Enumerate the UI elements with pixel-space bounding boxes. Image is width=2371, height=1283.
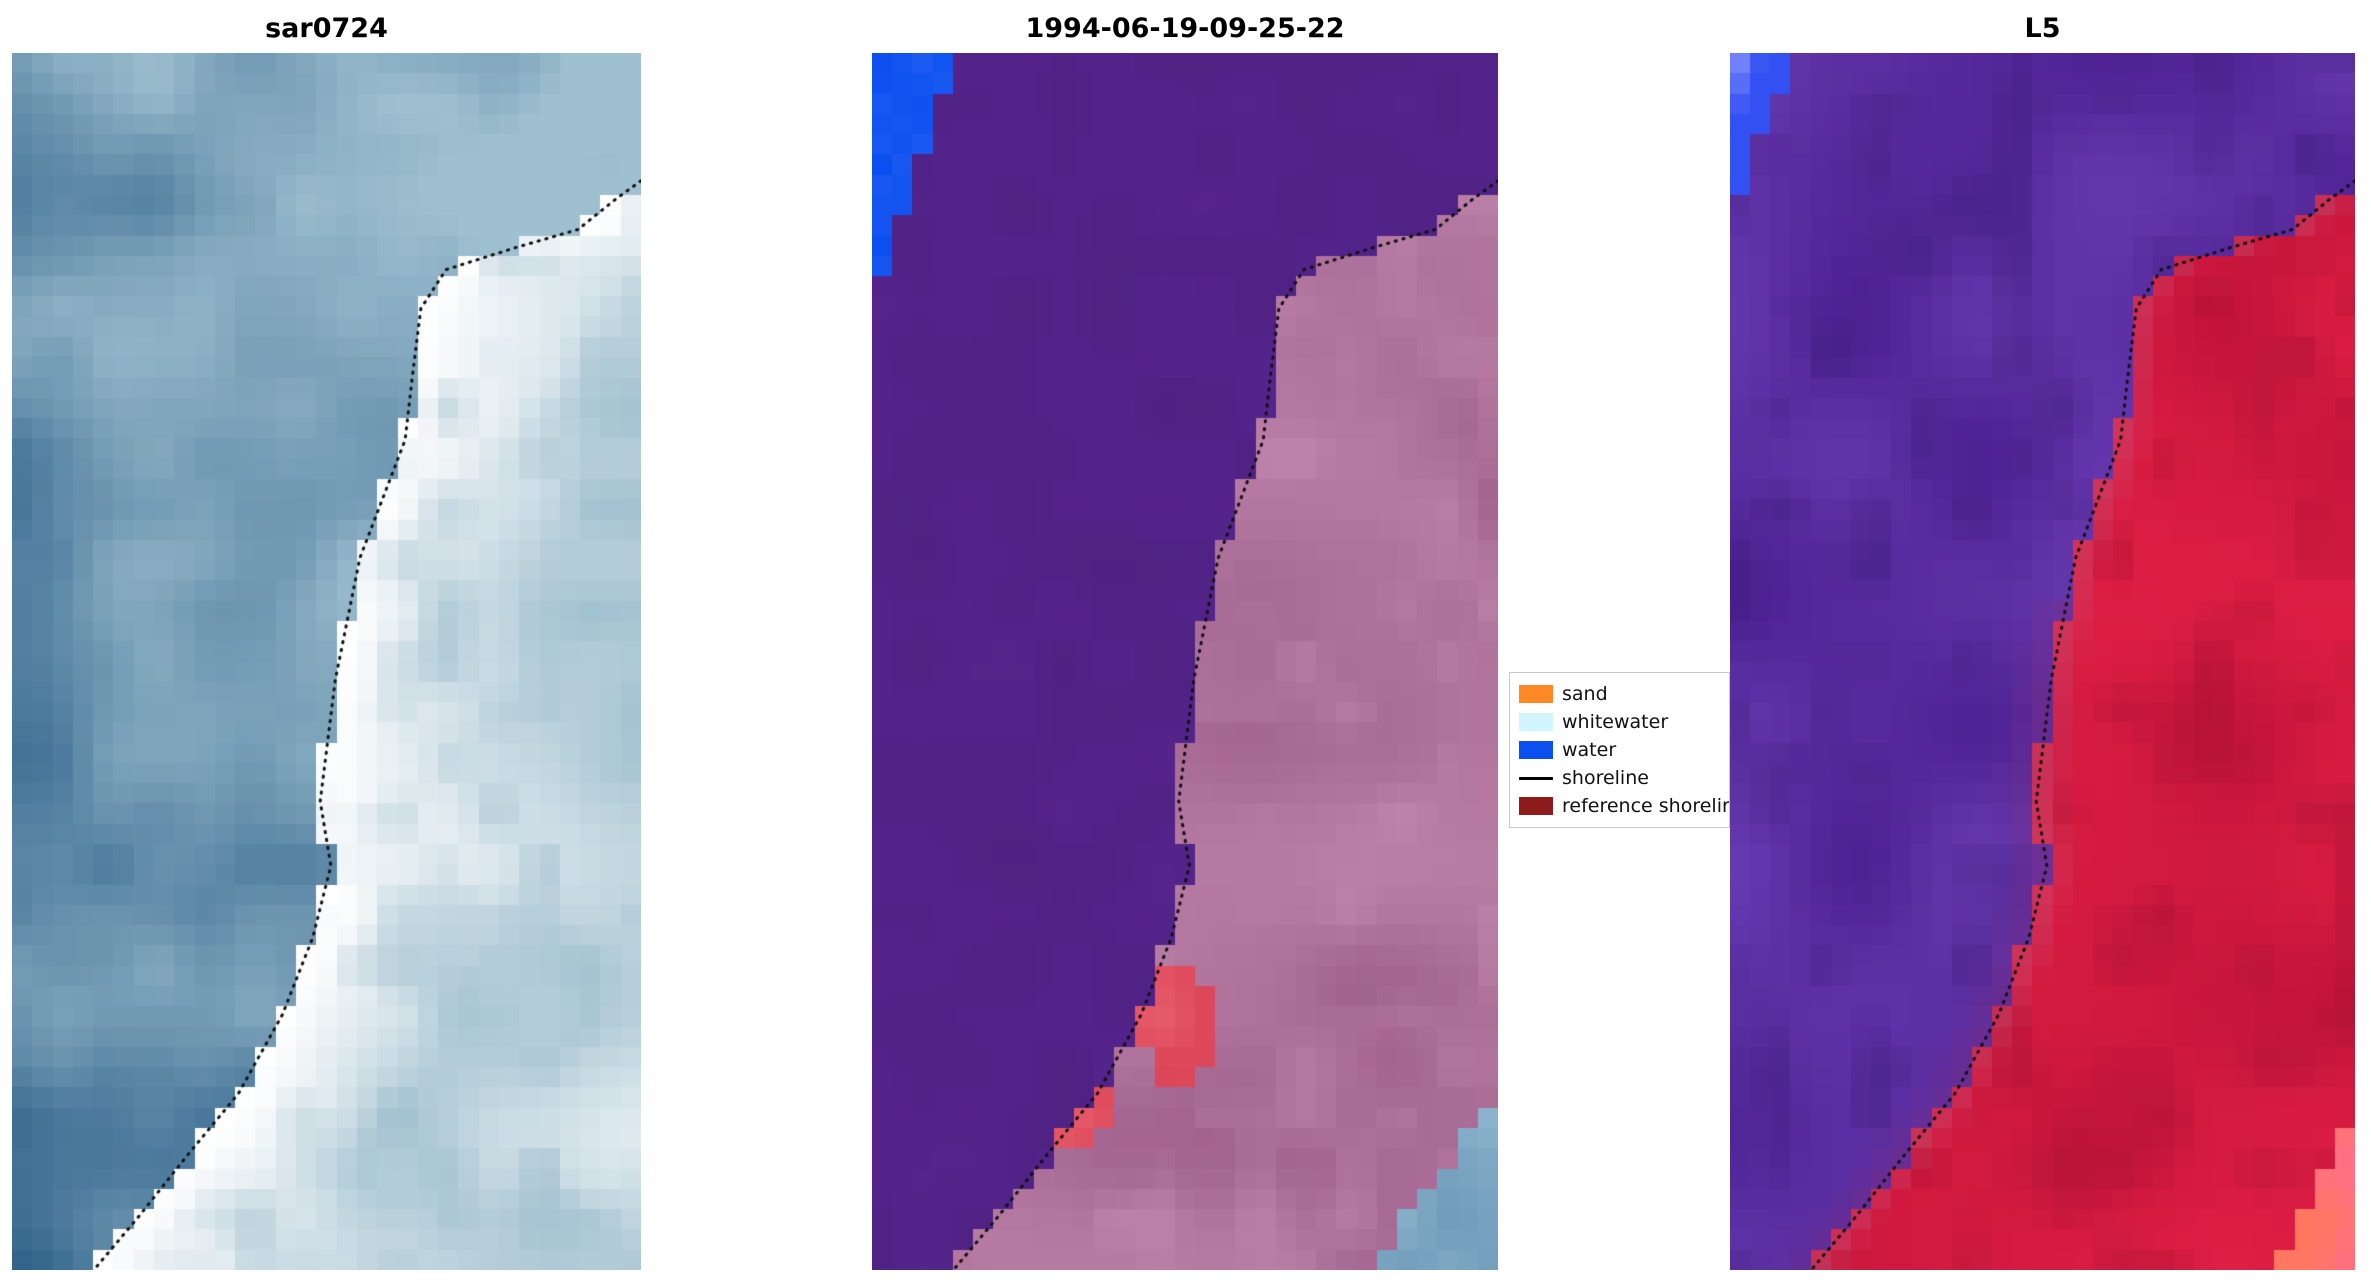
legend-label-sand: sand [1562,683,1608,705]
legend-label-shoreline: shoreline [1562,767,1649,789]
legend-label-water: water [1562,739,1617,761]
water-swatch [1519,741,1553,759]
sand-swatch [1519,685,1553,703]
sar-image [12,53,641,1270]
legend: sand whitewater water shoreline referenc… [1509,672,1730,828]
whitewater-swatch [1519,713,1553,731]
reference-shoreline-swatch [1519,797,1553,815]
panel-l5 [1730,53,2355,1270]
legend-label-whitewater: whitewater [1562,711,1669,733]
legend-item-sand: sand [1519,680,1729,708]
legend-label-reference-shoreline: reference shoreline [1562,795,1730,817]
panel-title-timestamp: 1994-06-19-09-25-22 [1025,13,1345,44]
panel-classification [872,53,1498,1270]
panel-sar0724 [12,53,641,1270]
legend-item-water: water [1519,736,1729,764]
shoreline-line-swatch [1519,776,1553,780]
classification-image [872,53,1498,1270]
legend-item-whitewater: whitewater [1519,708,1729,736]
legend-item-shoreline: shoreline [1519,764,1729,792]
panel-title-sar0724: sar0724 [265,13,388,44]
l5-image [1730,53,2355,1270]
panel-title-l5: L5 [2024,13,2061,44]
legend-item-reference-shoreline: reference shoreline [1519,792,1729,820]
